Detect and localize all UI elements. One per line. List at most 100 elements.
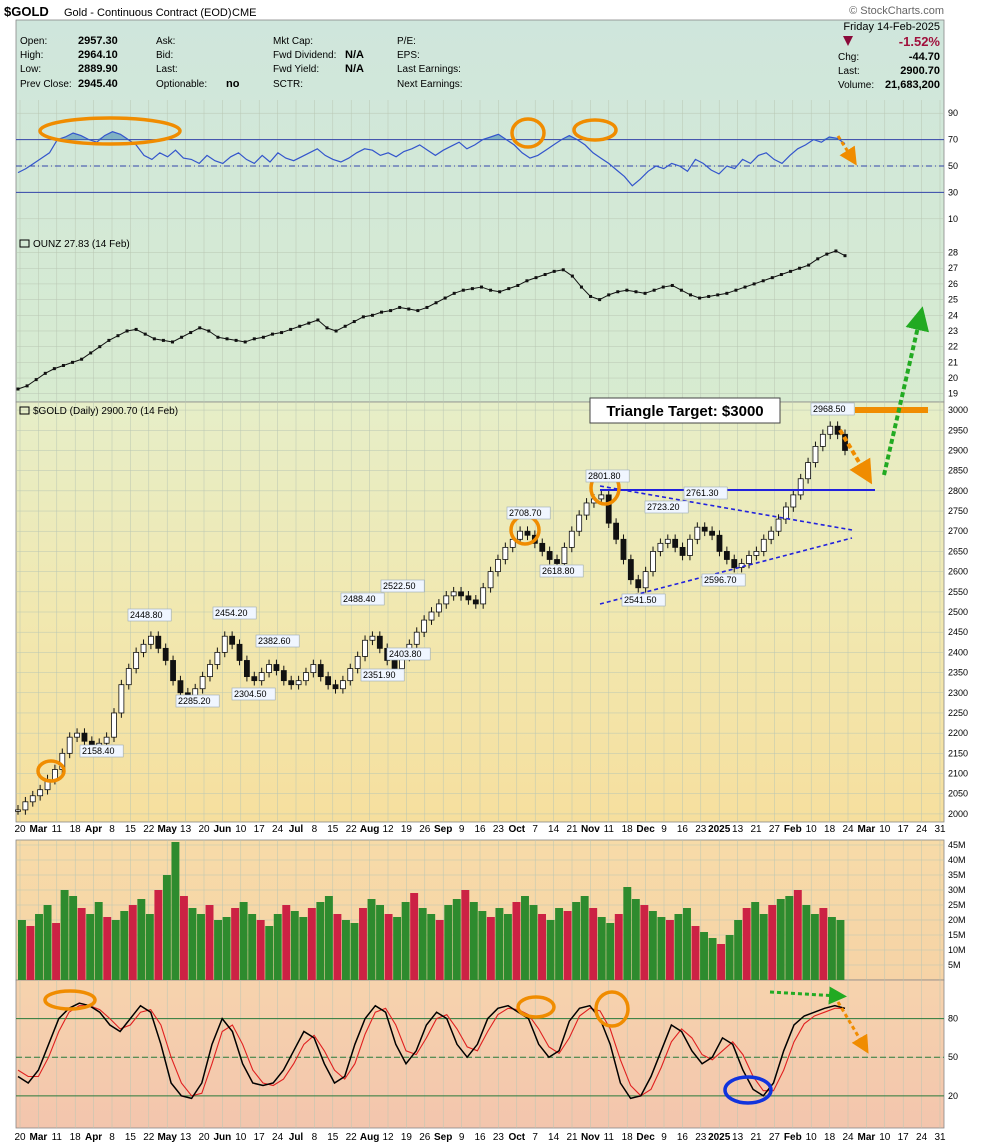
- x-tick-label: 12: [382, 824, 394, 835]
- candle-body: [325, 676, 332, 686]
- x-tick-label: May: [157, 824, 177, 835]
- ounz-segment: [99, 339, 110, 348]
- candle-body: [546, 551, 553, 560]
- volume-bar: [128, 905, 137, 980]
- field-label: Ask:: [156, 36, 175, 47]
- chg-label: Chg:: [838, 52, 859, 63]
- x-tick-label: 17: [898, 824, 910, 835]
- x-tick-label: 18: [622, 1132, 634, 1143]
- ounz-legend-label: OUNZ 27.83 (14 Feb): [33, 239, 130, 250]
- volume-bar: [793, 890, 802, 980]
- data-label-box: [539, 564, 584, 578]
- candle-body: [125, 668, 132, 686]
- candle-body: [834, 425, 841, 435]
- y-tick-label: 10M: [948, 945, 966, 955]
- y-tick-label: 5M: [948, 960, 961, 970]
- x-tick-label: 8: [109, 1132, 115, 1143]
- down-projection-arrow: [838, 428, 873, 485]
- candle-body: [664, 538, 671, 544]
- x-tick-label: 2025: [708, 1132, 731, 1143]
- ounz-segment: [699, 295, 709, 299]
- volume-bar: [290, 911, 299, 980]
- ounz-segment: [444, 292, 455, 299]
- data-label: 2454.20: [215, 608, 248, 618]
- price-data-labels: 2448.80 2158.40 2454.20 2285.20 2382.60 2304.…: [79, 402, 855, 758]
- x-tick-label: 8: [312, 824, 318, 835]
- candle-body: [812, 446, 819, 463]
- y-tick-label: 10: [948, 214, 958, 224]
- candle-body: [111, 712, 117, 738]
- field-label: Last:: [156, 64, 178, 75]
- y-tick-label: 20M: [948, 915, 966, 925]
- x-tick-label: 21: [566, 824, 578, 835]
- y-tick-label: 2050: [948, 789, 968, 799]
- x-tick-label: 13: [180, 824, 192, 835]
- x-tick-label: Jun: [214, 824, 232, 835]
- ounz-segment: [372, 311, 382, 316]
- ounz-segment: [290, 325, 300, 330]
- x-tick-label: 23: [695, 1132, 707, 1143]
- candle-body: [450, 591, 457, 597]
- chg-value: -44.70: [909, 51, 940, 63]
- x-tick-label: 2025: [708, 824, 731, 835]
- ounz-segment: [26, 379, 37, 387]
- volume-bar: [665, 920, 674, 980]
- price-series: [15, 421, 848, 815]
- ounz-segment: [708, 294, 718, 297]
- candle-body: [495, 559, 501, 573]
- volume-bar: [384, 914, 393, 980]
- volume-bar: [231, 908, 240, 980]
- y-tick-label: 24: [948, 310, 958, 320]
- field-label: Fwd Dividend:: [273, 50, 336, 61]
- candle-body: [650, 551, 656, 573]
- volume-bar: [478, 911, 487, 980]
- candle-body: [472, 599, 479, 605]
- x-tick-label: 16: [677, 824, 689, 835]
- ounz-segment: [299, 322, 309, 327]
- volume-bar: [597, 917, 606, 980]
- candle-body: [421, 619, 428, 633]
- volume-bar: [776, 899, 785, 980]
- price-highlight-circle: [36, 759, 66, 783]
- candle-body: [539, 542, 546, 552]
- x-tick-label: 24: [916, 1132, 928, 1143]
- candle-body: [502, 546, 509, 560]
- data-label-box: [810, 402, 855, 416]
- candle-body: [354, 656, 361, 669]
- x-tick-label: 15: [327, 1132, 339, 1143]
- candle-body: [207, 664, 213, 678]
- y-tick-label: 23: [948, 326, 958, 336]
- data-label-box: [360, 668, 405, 682]
- x-tick-label: 18: [70, 824, 82, 835]
- data-label: 2801.80: [588, 471, 621, 481]
- volume-bar: [94, 902, 103, 980]
- data-label-box: [683, 486, 728, 500]
- field-label: High:: [20, 50, 43, 61]
- x-tick-label: Nov: [581, 824, 600, 835]
- candle-body: [760, 538, 767, 552]
- volume-bar: [103, 917, 112, 980]
- ounz-segment: [517, 280, 528, 286]
- candle-body: [148, 635, 154, 645]
- volume-bar: [18, 920, 26, 980]
- x-tick-label: 31: [934, 824, 946, 835]
- x-tick-label: 16: [474, 1132, 486, 1143]
- x-tick-label: 10: [879, 1132, 891, 1143]
- ounz-segment: [571, 275, 582, 288]
- rsi-highlight-circle: [572, 118, 618, 142]
- candle-body: [716, 534, 723, 552]
- data-label: 2596.70: [704, 575, 737, 585]
- ounz-segment: [753, 280, 764, 285]
- x-tick-label: Apr: [85, 1132, 102, 1143]
- volume-bar: [512, 902, 521, 980]
- ounz-segment: [417, 306, 428, 312]
- data-label: 2761.30: [686, 488, 719, 498]
- y-tick-label: 35M: [948, 870, 966, 880]
- ounz-segment: [481, 286, 491, 291]
- x-tick-label: 9: [661, 1132, 667, 1143]
- candle-body: [576, 514, 583, 532]
- candle-body: [465, 595, 472, 601]
- y-tick-label: 2000: [948, 809, 968, 819]
- rsi-highlight-circle: [38, 116, 182, 146]
- quote-date: Friday 14-Feb-2025: [843, 21, 940, 33]
